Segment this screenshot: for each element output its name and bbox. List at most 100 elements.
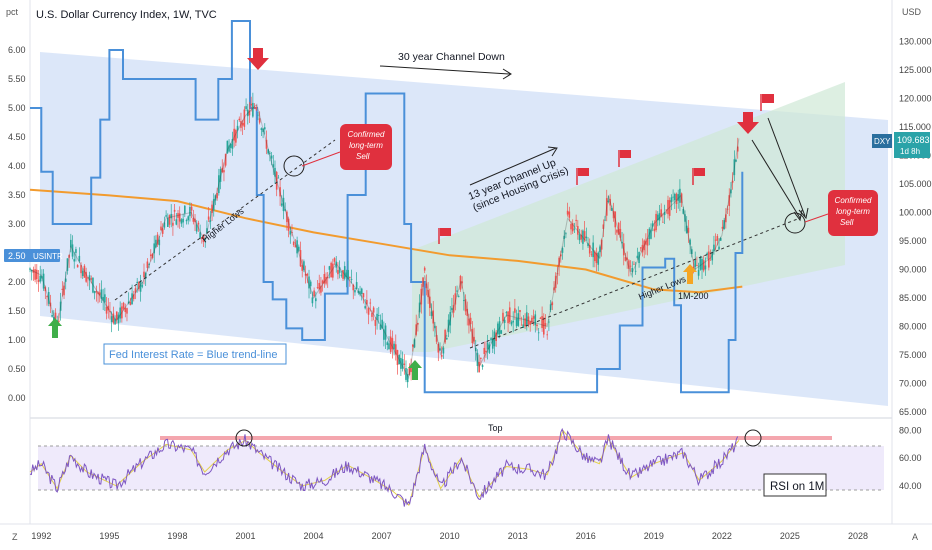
dxy-candle-body [411, 344, 414, 347]
dxy-candle-body [257, 114, 259, 116]
right-tick-label: 65.000 [899, 407, 927, 417]
dxy-candle-body [138, 282, 140, 290]
dxy-candle-body [121, 306, 123, 319]
dxy-candle-body [604, 219, 606, 221]
dxy-candle-body [109, 311, 111, 313]
dxy-candle-body [653, 228, 656, 232]
dxy-candle-body [718, 246, 720, 250]
dxy-candle-body [332, 263, 334, 278]
dxy-candle-body [296, 240, 298, 254]
dxy-candle-body [677, 194, 680, 201]
dxy-candle-body [274, 167, 276, 177]
dxy-candle-body [396, 350, 399, 365]
dxy-candle-body [151, 253, 154, 258]
dxy-candle-body [100, 289, 103, 299]
red-down-arrow-2 [737, 112, 759, 134]
dxy-candle-body [44, 287, 47, 292]
dxy-candle-body [104, 294, 106, 303]
dxy-candle-body [704, 265, 707, 270]
dxy-candle-body [503, 319, 506, 323]
dxy-candle-body [406, 374, 409, 383]
dxy-candle-body [269, 152, 271, 154]
left-tick-label: 4.00 [8, 161, 26, 171]
dxy-candle-body [39, 275, 42, 282]
dxy-candle-body [510, 321, 513, 325]
dxy-candle-body [439, 348, 441, 351]
dxy-candle-body [548, 321, 550, 323]
dxy-candle-body [473, 336, 475, 342]
channel-down-label: 30 year Channel Down [398, 51, 505, 63]
dxy-candle-body [66, 258, 69, 271]
dxy-candle-body [735, 160, 737, 162]
dxy-candle-body [495, 332, 497, 341]
dxy-candle-body [570, 223, 572, 230]
dxy-candle-body [170, 213, 173, 219]
dxy-candle-body [612, 210, 615, 219]
dxy-candle-body [561, 248, 564, 253]
dxy-candle-body [621, 241, 623, 244]
dxy-candle-body [279, 187, 281, 197]
left-tick-label: 3.00 [8, 219, 26, 229]
dxy-candle-body [315, 298, 317, 302]
dxy-candle-body [192, 217, 195, 222]
dxy-candle-body [313, 290, 315, 296]
dxy-candle-body [624, 257, 627, 261]
dxy-candle-body [117, 314, 120, 324]
dxy-candle-body [30, 270, 33, 272]
dxy-candle-body [491, 338, 494, 349]
dxy-candle-body [224, 153, 227, 166]
dxy-candle-body [64, 278, 67, 282]
dxy-candle-body [711, 251, 714, 261]
dxy-candle-body [505, 312, 508, 314]
dxy-candle-body [105, 306, 108, 314]
dxy-candle-body [650, 229, 652, 239]
dxy-candle-body [702, 260, 705, 271]
dxy-candle-body [413, 339, 416, 348]
dxy-candle-body [716, 236, 719, 241]
dxy-candle-body [228, 145, 230, 152]
right-tick-label: 125.000 [899, 65, 932, 75]
dxy-candle-body [471, 328, 474, 344]
bottom-left-marker[interactable]: Z [12, 532, 18, 542]
left-tick-label: 5.00 [8, 103, 26, 113]
dxy-candle-body [726, 208, 729, 210]
dxy-candle-body [364, 306, 366, 309]
time-tick-label: 1998 [167, 531, 187, 541]
dxy-candle-body [83, 265, 86, 278]
sell-callout-1-line2: long-term [349, 141, 383, 150]
dxy-candle-body [497, 323, 499, 335]
dxy-candle-body [143, 271, 145, 278]
dxy-candle-body [146, 261, 149, 268]
dxy-candle-body [673, 193, 676, 201]
dxy-candle-body [668, 200, 671, 216]
dxy-candle-body [202, 234, 205, 242]
dxy-candle-body [97, 292, 99, 295]
dxy-candle-body [41, 276, 43, 279]
dxy-candle-body [190, 206, 193, 211]
dxy-candle-body [272, 164, 275, 168]
dxy-candle-body [430, 311, 433, 317]
dxy-candle-body [189, 206, 191, 217]
dxy-candle-body [172, 222, 174, 226]
dxy-candle-body [400, 357, 402, 369]
dxy-candle-body [597, 252, 600, 265]
dxy-candle-body [534, 314, 537, 326]
dxy-candle-body [131, 293, 133, 305]
red-flag-3 [618, 150, 631, 167]
dxy-candle-body [554, 275, 557, 289]
time-tick-label: 2016 [576, 531, 596, 541]
dxy-candle-body [714, 239, 717, 241]
dxy-candle-body [37, 279, 40, 282]
dxy-candle-body [684, 214, 686, 222]
price-symbol-label: DXY [874, 137, 891, 146]
bottom-right-marker[interactable]: A [912, 532, 918, 542]
dxy-candle-body [628, 260, 630, 269]
dxy-candle-body [292, 241, 295, 246]
dxy-candle-body [134, 288, 137, 293]
fed-rate-box [103, 343, 287, 365]
dxy-candle-body [701, 259, 703, 270]
channel-up-band [412, 82, 845, 352]
dxy-candle-body [524, 318, 526, 327]
red-flag-2 [576, 168, 589, 185]
